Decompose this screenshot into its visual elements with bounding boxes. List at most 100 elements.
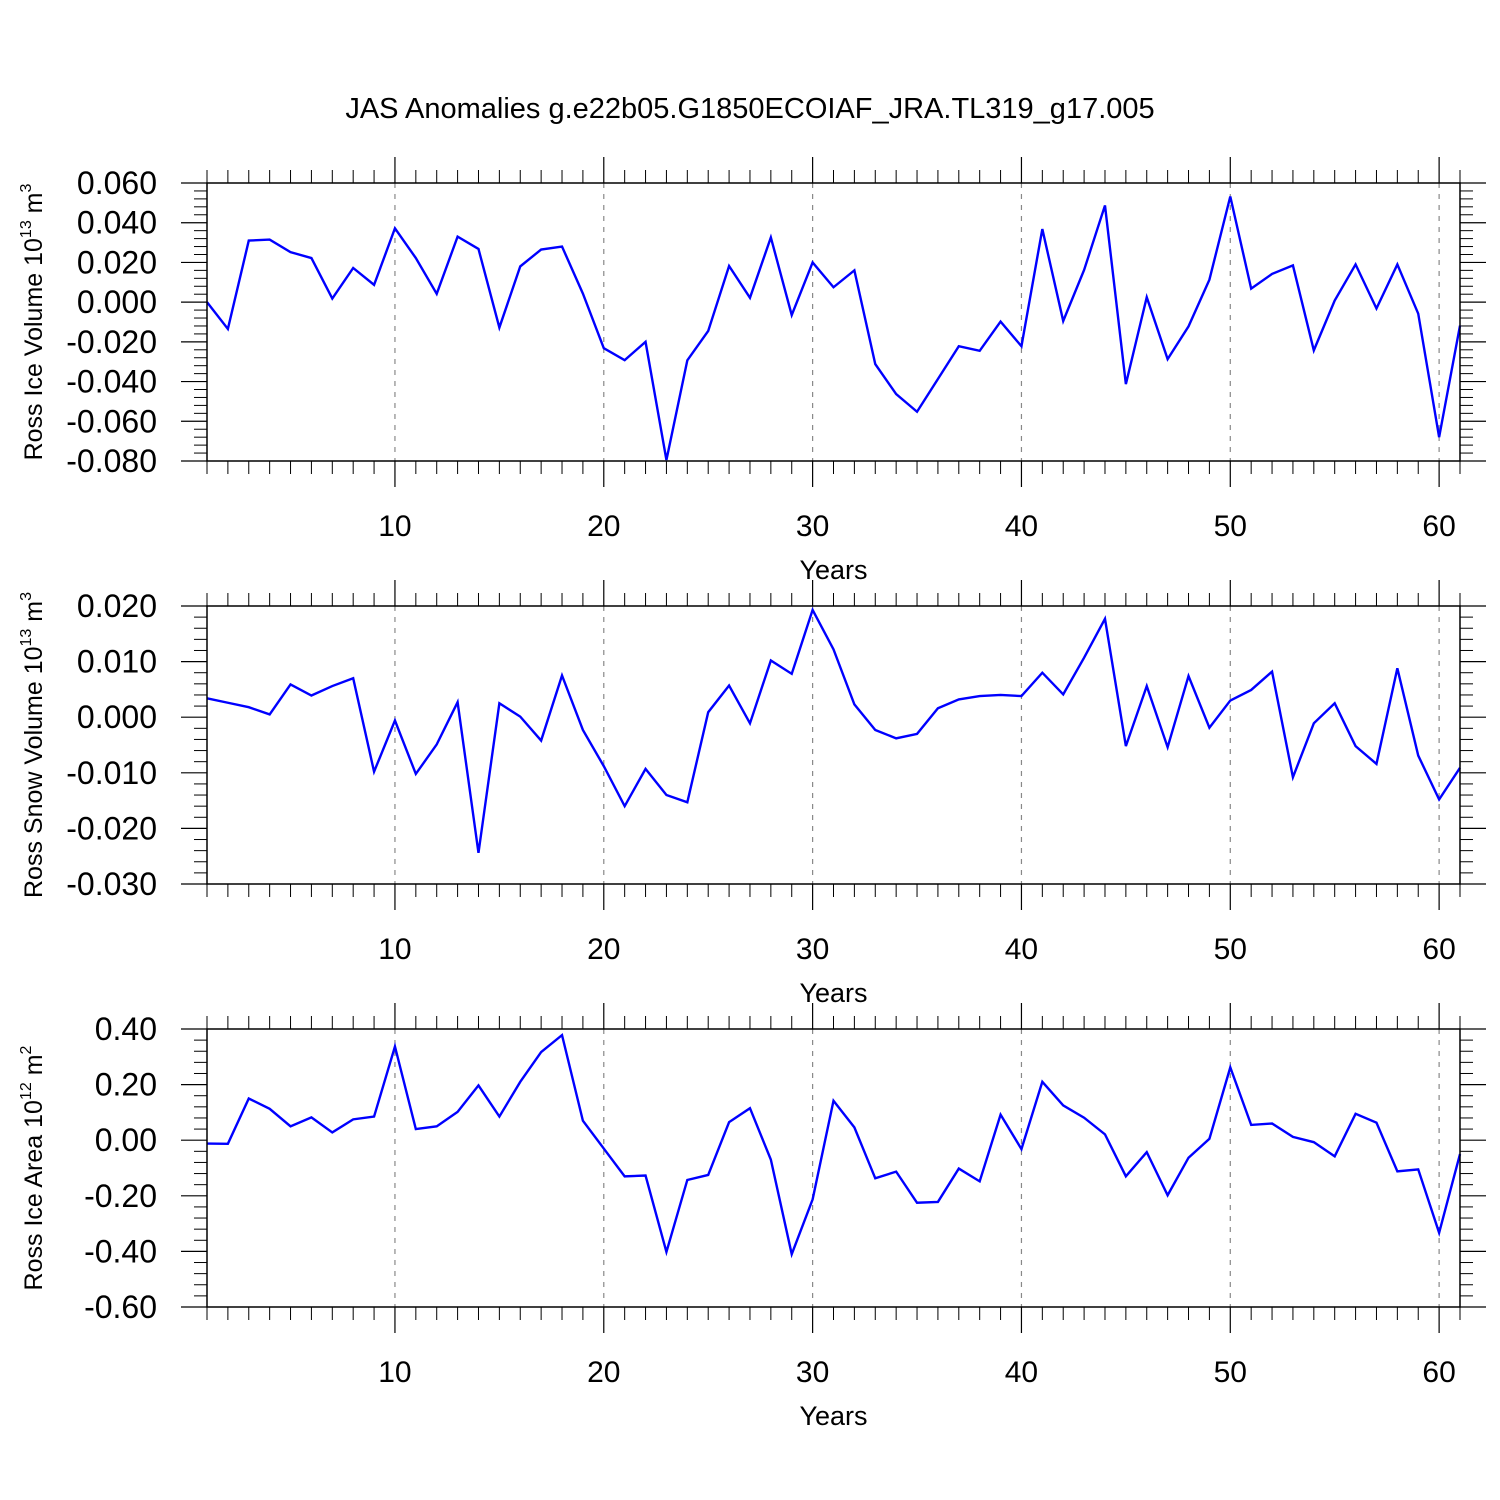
data-point — [1062, 320, 1064, 322]
data-point — [1396, 263, 1398, 265]
data-point — [1062, 1104, 1064, 1106]
data-point — [540, 740, 542, 742]
data-point — [749, 297, 751, 299]
data-point — [791, 1253, 793, 1255]
data-point — [686, 359, 688, 361]
data-point — [728, 1121, 730, 1123]
data-point — [1313, 349, 1315, 351]
data-point — [1167, 746, 1169, 748]
data-point — [1334, 702, 1336, 704]
data-point — [1355, 745, 1357, 747]
data-point — [812, 609, 814, 611]
x-tick-label: 50 — [1214, 510, 1247, 543]
data-point — [1104, 618, 1106, 620]
data-point — [477, 852, 479, 854]
data-point — [1000, 321, 1002, 323]
data-point — [1250, 1124, 1252, 1126]
data-point — [394, 720, 396, 722]
y-axis-label: Ross Snow Volume 1013 m3 — [18, 592, 48, 898]
data-point — [624, 359, 626, 361]
data-point — [895, 1171, 897, 1173]
data-point — [749, 722, 751, 724]
data-point — [269, 713, 271, 715]
data-point — [686, 801, 688, 803]
data-point — [1355, 1113, 1357, 1115]
data-point — [290, 251, 292, 253]
data-point — [707, 711, 709, 713]
data-point — [269, 239, 271, 241]
plot-frame — [206, 1028, 1461, 1308]
data-point — [853, 1126, 855, 1128]
data-point — [853, 269, 855, 271]
data-point — [415, 1128, 417, 1130]
data-point — [707, 330, 709, 332]
data-point — [519, 1081, 521, 1083]
data-point — [895, 393, 897, 395]
data-point — [853, 703, 855, 705]
x-axis-label: Years — [799, 555, 867, 585]
data-point — [1188, 1157, 1190, 1159]
data-point — [1083, 657, 1085, 659]
x-tick-label: 50 — [1214, 933, 1247, 966]
data-point — [1041, 672, 1043, 674]
y-tick-label: -0.020 — [66, 324, 157, 360]
data-point — [415, 773, 417, 775]
data-point — [645, 341, 647, 343]
data-point — [436, 293, 438, 295]
data-point — [1020, 345, 1022, 347]
data-point — [1188, 325, 1190, 327]
x-tick-label: 30 — [796, 1356, 829, 1389]
data-point — [1041, 228, 1043, 230]
data-point — [519, 716, 521, 718]
data-point — [248, 240, 250, 242]
data-point — [1188, 675, 1190, 677]
x-tick-label: 10 — [378, 1356, 411, 1389]
data-point — [310, 695, 312, 697]
x-tick-label: 60 — [1422, 510, 1455, 543]
data-point — [937, 707, 939, 709]
data-point — [1292, 1136, 1294, 1138]
data-point — [1355, 263, 1357, 265]
data-point — [373, 284, 375, 286]
data-point — [1229, 1066, 1231, 1068]
data-point — [1104, 1133, 1106, 1135]
data-point — [1334, 300, 1336, 302]
x-tick-label: 40 — [1005, 933, 1038, 966]
data-point — [916, 733, 918, 735]
data-point — [979, 350, 981, 352]
data-point — [498, 1116, 500, 1118]
x-tick-label: 30 — [796, 933, 829, 966]
data-point — [603, 765, 605, 767]
data-point — [498, 327, 500, 329]
data-point — [457, 236, 459, 238]
data-point — [1313, 1141, 1315, 1143]
x-tick-label: 40 — [1005, 510, 1038, 543]
data-point — [540, 1051, 542, 1053]
data-point — [979, 1180, 981, 1182]
y-tick-label: -0.60 — [84, 1289, 157, 1325]
data-point — [394, 227, 396, 229]
y-tick-label: 0.020 — [77, 588, 157, 624]
x-tick-label: 60 — [1422, 933, 1455, 966]
data-point — [1396, 1170, 1398, 1172]
data-point — [833, 1100, 835, 1102]
y-tick-label: -0.40 — [84, 1233, 157, 1269]
x-tick-label: 20 — [587, 1356, 620, 1389]
data-point — [352, 1118, 354, 1120]
data-point — [916, 411, 918, 413]
data-point — [979, 695, 981, 697]
data-point — [1041, 1081, 1043, 1083]
data-point — [1208, 1138, 1210, 1140]
data-point — [770, 236, 772, 238]
data-point — [269, 1108, 271, 1110]
data-point — [770, 659, 772, 661]
data-point — [728, 685, 730, 687]
series-line — [206, 1032, 1462, 1259]
plot-frame — [206, 182, 1461, 462]
data-point — [1313, 722, 1315, 724]
panel-1: 10 20 30 40 50 60 Years -0.080 -0.060-0.040 -0.02… — [18, 157, 1486, 585]
data-point — [477, 248, 479, 250]
data-point — [248, 706, 250, 708]
data-point — [812, 1198, 814, 1200]
